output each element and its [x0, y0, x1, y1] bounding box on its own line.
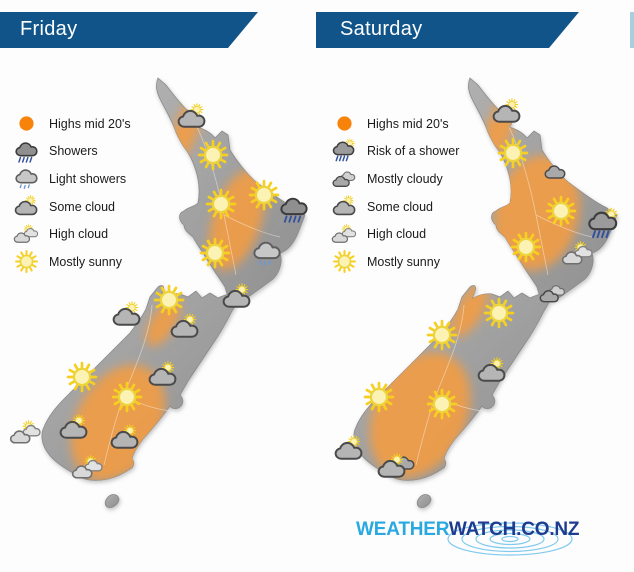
legend-label: Risk of a shower [367, 144, 460, 159]
high-temp-area [145, 300, 181, 346]
legend-item: Highs mid 20's [331, 110, 459, 138]
cloud-sun-map-icon [336, 436, 362, 459]
legend-item: Mostly cloudy [331, 165, 459, 193]
light-showers-icon [13, 165, 40, 192]
nz-map [312, 65, 622, 520]
legend-item: Mostly sunny [13, 248, 131, 276]
panel-saturday: Saturday Highs mid 20's Risk of a shower M… [312, 0, 622, 572]
mostly-sunny-icon [331, 248, 358, 275]
legend-item: Risk of a shower [331, 138, 459, 166]
highs-icon [337, 116, 352, 131]
legend-label: Some cloud [49, 199, 116, 214]
legend-label: Showers [49, 144, 98, 159]
legend-item: Highs mid 20's [13, 110, 131, 138]
legend-label: High cloud [49, 227, 109, 242]
legend-item: High cloud [13, 220, 131, 248]
some-cloud-icon [331, 193, 358, 220]
legend-item: Showers [13, 138, 131, 166]
legend-label: Some cloud [367, 199, 434, 214]
mostly-sunny-icon [13, 248, 40, 275]
clouds-sun-map-icon [11, 421, 40, 443]
showers-icon [13, 138, 40, 165]
high-temp-area [451, 283, 489, 337]
logo-weather-text: WEATHER [356, 519, 449, 540]
legend-item: Mostly sunny [331, 248, 459, 276]
high-cloud-icon [13, 221, 40, 248]
cloud-sun-map-icon [114, 302, 140, 325]
legend-label: Mostly sunny [49, 254, 122, 269]
legend: Highs mid 20's Showers Light showers Some c… [13, 110, 131, 276]
day-banner: Friday [0, 12, 258, 48]
high-temp-area [369, 352, 471, 478]
legend-item: Light showers [13, 165, 131, 193]
legend-label: High cloud [367, 227, 427, 242]
water-ripples-icon [447, 522, 573, 556]
nz-map [0, 65, 310, 520]
legend-label: Mostly sunny [367, 254, 440, 269]
legend-label: Light showers [49, 171, 127, 186]
weatherwatch-logo[interactable]: WEATHERWATCH.CO.NZ [356, 513, 606, 561]
day-title: Friday [20, 18, 78, 40]
legend: Highs mid 20's Risk of a shower Mostly clo… [331, 110, 459, 276]
next-day-banner-sliver [630, 12, 634, 48]
risk-of-a-shower-icon [331, 138, 358, 165]
mostly-cloudy-icon [331, 165, 358, 192]
legend-item: High cloud [331, 220, 459, 248]
high-cloud-icon [331, 221, 358, 248]
legend-label: Mostly cloudy [367, 171, 443, 186]
legend-item: Some cloud [13, 193, 131, 221]
some-cloud-icon [13, 193, 40, 220]
panel-friday: Friday Highs mid 20's Showers Light shower… [0, 0, 310, 572]
highs-icon [19, 116, 34, 131]
legend-label: Highs mid 20's [49, 116, 131, 131]
day-title: Saturday [340, 18, 423, 40]
logo-watch-text: WATCH.CO.NZ [448, 519, 580, 540]
legend-item: Some cloud [331, 193, 459, 221]
day-banner: Saturday [316, 12, 579, 48]
legend-label: Highs mid 20's [367, 116, 449, 131]
